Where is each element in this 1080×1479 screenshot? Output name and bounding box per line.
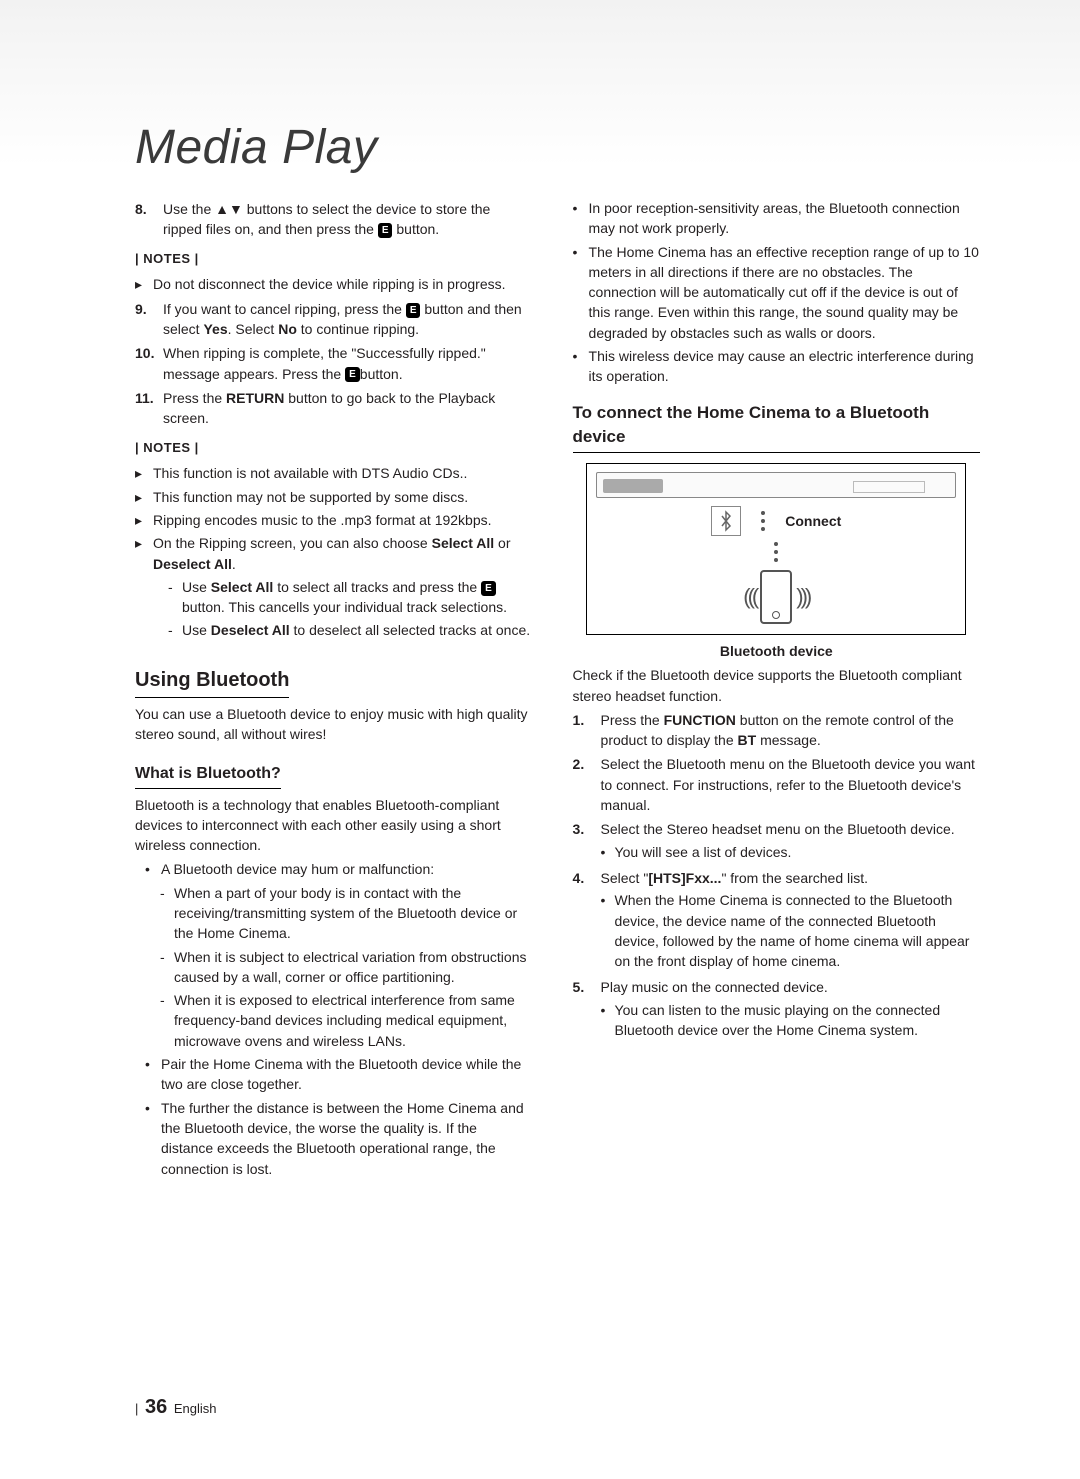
- enter-button-icon: E: [345, 367, 360, 382]
- dash-bullet-icon: -: [160, 990, 174, 1051]
- bullet-item: •In poor reception-sensitivity areas, th…: [573, 198, 980, 239]
- bullet-icon: •: [145, 1098, 161, 1179]
- sub-heading-connect: To connect the Home Cinema to a Bluetoot…: [573, 401, 980, 453]
- step-number: 11.: [135, 388, 163, 429]
- connection-diagram: Connect ((( ))): [586, 463, 966, 635]
- note-item: ▸This function is not available with DTS…: [135, 463, 467, 483]
- paragraph: Check if the Bluetooth device supports t…: [573, 665, 980, 706]
- section-heading-bluetooth: Using Bluetooth: [135, 666, 533, 698]
- sub-bullet: •You can listen to the music playing on …: [601, 1000, 980, 1041]
- phone-icon: [760, 570, 792, 624]
- bullet-icon: •: [145, 859, 161, 879]
- step-number: 4.: [573, 868, 601, 973]
- step-number: 9.: [135, 299, 163, 340]
- step-number: 10.: [135, 343, 163, 384]
- step-text: Use the ▲▼ buttons to select the device …: [163, 199, 533, 240]
- page-number: 36: [145, 1396, 167, 1418]
- step-9: 9. If you want to cancel ripping, press …: [135, 299, 533, 340]
- triangle-bullet-icon: ▸: [135, 533, 153, 643]
- step-number: 8.: [135, 199, 163, 240]
- left-column: 8. Use the ▲▼ buttons to select the devi…: [135, 195, 533, 1182]
- right-column: •In poor reception-sensitivity areas, th…: [573, 195, 980, 1182]
- connect-step-5: 5. Play music on the connected device. •…: [573, 977, 980, 1042]
- sub-bullet: -When a part of your body is in contact …: [160, 883, 533, 944]
- note-item: ▸ On the Ripping screen, you can also ch…: [135, 533, 533, 643]
- dash-bullet-icon: -: [160, 883, 174, 944]
- sub-note: -Use Deselect All to deselect all select…: [168, 620, 530, 640]
- connection-dots-icon: [761, 511, 765, 531]
- bluetooth-icon: [711, 506, 741, 536]
- paragraph: Bluetooth is a technology that enables B…: [135, 795, 533, 856]
- sub-bullet: -When it is exposed to electrical interf…: [160, 990, 533, 1051]
- enter-button-icon: E: [406, 303, 421, 318]
- step-8: 8. Use the ▲▼ buttons to select the devi…: [135, 199, 533, 240]
- bullet-icon: •: [601, 1000, 615, 1041]
- step-text: Select the Stereo headset menu on the Bl…: [601, 819, 955, 864]
- connect-step-2: 2. Select the Bluetooth menu on the Blue…: [573, 754, 980, 815]
- connect-step-1: 1. Press the FUNCTION button on the remo…: [573, 710, 980, 751]
- content-columns: 8. Use the ▲▼ buttons to select the devi…: [0, 195, 1080, 1182]
- notes-heading: | NOTES |: [135, 250, 533, 269]
- paragraph: You can use a Bluetooth device to enjoy …: [135, 704, 533, 745]
- note-item: ▸This function may not be supported by s…: [135, 487, 468, 507]
- sub-note: -Use Select All to select all tracks and…: [168, 577, 533, 618]
- bullet-icon: •: [601, 890, 615, 971]
- step-number: 3.: [573, 819, 601, 864]
- triangle-bullet-icon: ▸: [135, 510, 153, 530]
- step-text: Play music on the connected device. •You…: [601, 977, 980, 1042]
- step-text: Press the RETURN button to go back to th…: [163, 388, 533, 429]
- home-cinema-device-icon: [596, 472, 956, 498]
- note-item: ▸Do not disconnect the device while ripp…: [135, 274, 506, 294]
- wave-right-icon: ))): [796, 581, 809, 613]
- step-text: Select "[HTS]Fxx..." from the searched l…: [601, 868, 980, 973]
- step-11: 11. Press the RETURN button to go back t…: [135, 388, 533, 429]
- sub-bullet: •When the Home Cinema is connected to th…: [601, 890, 980, 971]
- header-band: Media Play: [0, 0, 1080, 195]
- sub-heading-what-is-bluetooth: What is Bluetooth?: [135, 762, 533, 788]
- triangle-bullet-icon: ▸: [135, 487, 153, 507]
- bullet-item: •A Bluetooth device may hum or malfuncti…: [145, 859, 434, 879]
- triangle-bullet-icon: ▸: [135, 463, 153, 483]
- step-text: Press the FUNCTION button on the remote …: [601, 710, 980, 751]
- diagram-caption: Bluetooth device: [573, 641, 980, 661]
- chapter-title: Media Play: [135, 120, 377, 175]
- bullet-item: •Pair the Home Cinema with the Bluetooth…: [145, 1054, 533, 1095]
- connect-step-3: 3. Select the Stereo headset menu on the…: [573, 819, 955, 864]
- enter-button-icon: E: [481, 581, 496, 596]
- notes-heading: | NOTES |: [135, 439, 533, 458]
- bullet-icon: •: [573, 242, 589, 343]
- page-footer: | 36 English: [135, 1396, 217, 1419]
- phone-signal-icon: ((( ))): [595, 570, 957, 624]
- bullet-item: •This wireless device may cause an elect…: [573, 346, 980, 387]
- step-number: 2.: [573, 754, 601, 815]
- connect-step-4: 4. Select "[HTS]Fxx..." from the searche…: [573, 868, 980, 973]
- note-item: ▸Ripping encodes music to the .mp3 forma…: [135, 510, 492, 530]
- language-label: English: [174, 1401, 217, 1416]
- step-text: If you want to cancel ripping, press the…: [163, 299, 533, 340]
- sub-bullet: -When it is subject to electrical variat…: [160, 947, 533, 988]
- dash-bullet-icon: -: [160, 947, 174, 988]
- step-10: 10. When ripping is complete, the "Succe…: [135, 343, 533, 384]
- sub-bullet: •You will see a list of devices.: [601, 842, 792, 862]
- bullet-icon: •: [145, 1054, 161, 1095]
- bullet-icon: •: [601, 842, 615, 862]
- arrow-icons: ▲▼: [215, 201, 243, 217]
- manual-page: Media Play 8. Use the ▲▼ buttons to sele…: [0, 0, 1080, 1479]
- triangle-bullet-icon: ▸: [135, 274, 153, 294]
- step-text: Select the Bluetooth menu on the Bluetoo…: [601, 754, 980, 815]
- dash-bullet-icon: -: [168, 577, 182, 618]
- step-number: 5.: [573, 977, 601, 1042]
- connection-dots-icon: [774, 542, 778, 562]
- step-number: 1.: [573, 710, 601, 751]
- bullet-item: •The Home Cinema has an effective recept…: [573, 242, 980, 343]
- bullet-icon: •: [573, 198, 589, 239]
- bullet-icon: •: [573, 346, 589, 387]
- wave-left-icon: (((: [743, 581, 756, 613]
- dash-bullet-icon: -: [168, 620, 182, 640]
- step-text: When ripping is complete, the "Successfu…: [163, 343, 533, 384]
- enter-button-icon: E: [378, 223, 393, 238]
- bullet-item: •The further the distance is between the…: [145, 1098, 533, 1179]
- connect-label: Connect: [785, 511, 841, 531]
